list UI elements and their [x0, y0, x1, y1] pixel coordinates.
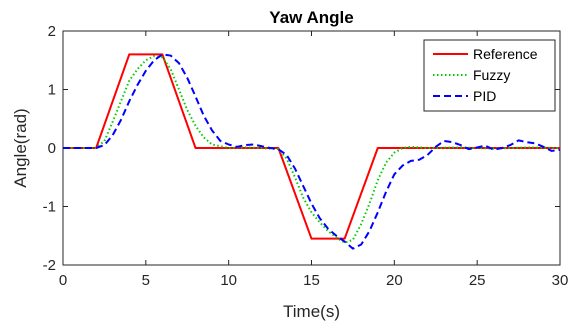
y-tick-label: -1 — [43, 199, 56, 216]
series-line-reference — [63, 53, 560, 240]
y-tick-label: -2 — [43, 257, 56, 274]
legend-label: Reference — [473, 46, 538, 62]
series-line-pid — [63, 53, 560, 250]
x-tick-label: 10 — [220, 272, 237, 289]
x-tick-label: 20 — [386, 272, 403, 289]
x-tick-label: 5 — [142, 272, 150, 289]
x-tick-label: 30 — [552, 272, 569, 289]
y-axis-title: Angle(rad) — [11, 108, 30, 187]
chart-title: Yaw Angle — [269, 8, 353, 27]
y-tick-label: 1 — [48, 82, 56, 99]
series-layer — [63, 53, 560, 250]
legend: Reference Fuzzy PID — [423, 39, 556, 112]
x-axis-title: Time(s) — [283, 302, 340, 321]
x-tick-label: 15 — [303, 272, 320, 289]
legend-label: Fuzzy — [473, 67, 510, 83]
y-tick-label: 0 — [48, 140, 56, 157]
x-tick-label: 0 — [59, 272, 67, 289]
x-tick-label: 25 — [469, 272, 486, 289]
y-tick-label: 2 — [48, 23, 56, 40]
legend-label: PID — [473, 88, 496, 104]
tick-labels: 0 5 10 15 20 25 30 -2 -1 0 1 2 — [43, 23, 569, 289]
